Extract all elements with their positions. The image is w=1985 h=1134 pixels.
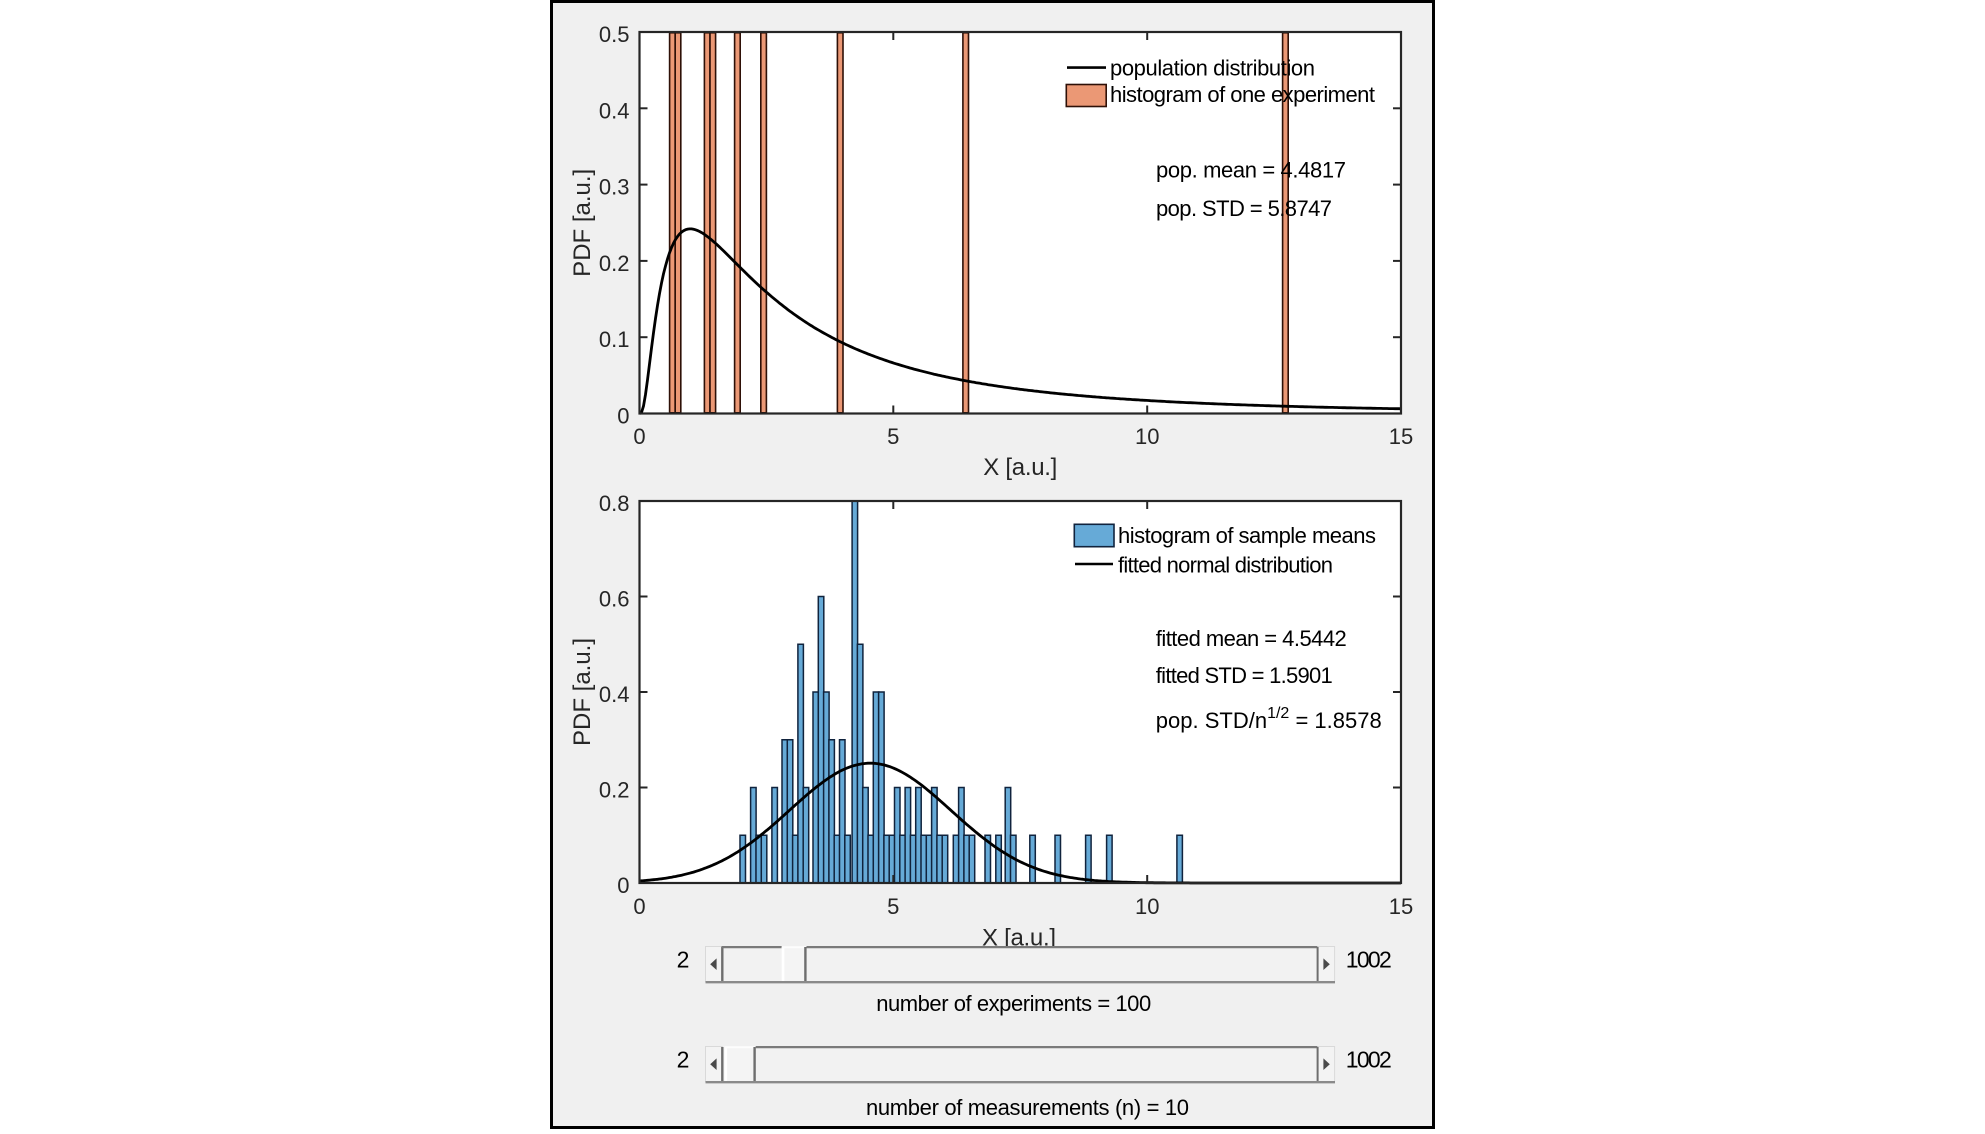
svg-text:pop. STD = 5.8747: pop. STD = 5.8747 [1156, 196, 1332, 221]
svg-text:0.2: 0.2 [599, 251, 630, 276]
svg-text:fitted mean = 4.5442: fitted mean = 4.5442 [1156, 626, 1347, 651]
svg-text:0.4: 0.4 [599, 682, 630, 707]
svg-text:0: 0 [617, 873, 629, 898]
svg-text:number of experiments = 100: number of experiments = 100 [876, 991, 1151, 1016]
svg-text:0: 0 [617, 404, 629, 429]
svg-text:2: 2 [677, 1047, 690, 1073]
svg-text:15: 15 [1389, 424, 1413, 449]
svg-text:PDF [a.u.]: PDF [a.u.] [569, 638, 596, 746]
svg-text:0.2: 0.2 [599, 778, 630, 803]
svg-text:0: 0 [633, 424, 645, 449]
svg-text:histogram of one experiment: histogram of one experiment [1110, 82, 1375, 107]
svg-text:10: 10 [1135, 424, 1159, 449]
svg-text:number of measurements (n) = 1: number of measurements (n) = 10 [866, 1095, 1189, 1120]
svg-text:15: 15 [1389, 894, 1413, 919]
svg-text:fitted normal distribution: fitted normal distribution [1118, 553, 1333, 578]
svg-text:X [a.u.]: X [a.u.] [983, 454, 1057, 481]
svg-text:0.5: 0.5 [599, 22, 630, 47]
svg-text:pop. mean = 4.4817: pop. mean = 4.4817 [1156, 158, 1346, 183]
svg-text:0.6: 0.6 [599, 587, 630, 612]
svg-text:5: 5 [887, 894, 899, 919]
svg-text:fitted STD = 1.5901: fitted STD = 1.5901 [1156, 663, 1333, 688]
svg-text:10: 10 [1135, 894, 1159, 919]
svg-text:0.3: 0.3 [599, 175, 630, 200]
svg-text:0.8: 0.8 [599, 491, 630, 516]
svg-text:0.4: 0.4 [599, 98, 630, 123]
svg-text:2: 2 [677, 947, 690, 973]
svg-text:5: 5 [887, 424, 899, 449]
svg-text:PDF [a.u.]: PDF [a.u.] [569, 169, 596, 277]
svg-text:1002: 1002 [1346, 1047, 1392, 1073]
svg-text:1002: 1002 [1346, 947, 1392, 973]
svg-text:0: 0 [633, 894, 645, 919]
svg-text:histogram of sample means: histogram of sample means [1118, 523, 1376, 548]
svg-text:population distribution: population distribution [1110, 55, 1315, 80]
svg-text:0.1: 0.1 [599, 327, 630, 352]
